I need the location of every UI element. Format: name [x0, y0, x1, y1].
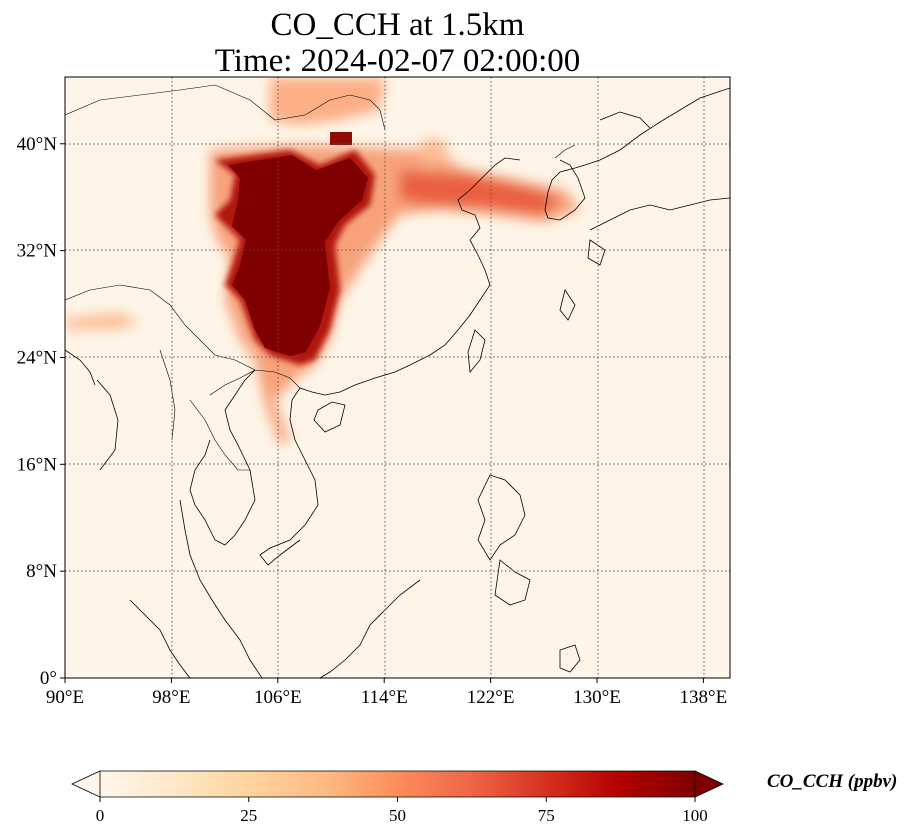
concentration-field	[65, 78, 580, 445]
x-tick-label: 106°E	[254, 687, 302, 708]
y-tick-label: 8°N	[26, 561, 57, 582]
x-tick-label: 130°E	[573, 687, 621, 708]
y-axis-ticks: 0° 8°N 16°N 24°N 32°N 40°N	[17, 134, 65, 689]
map-title-line1: CO_CCH at 1.5km	[270, 7, 525, 43]
y-tick-label: 24°N	[17, 347, 58, 368]
colorbar-tick-label: 0	[96, 806, 105, 825]
x-axis-ticks: 90°E 98°E 106°E 114°E 122°E 130°E 138°E	[46, 678, 727, 708]
colorbar-tick-label: 25	[240, 806, 257, 825]
colorbar-tick-label: 100	[682, 806, 708, 825]
y-tick-label: 40°N	[17, 134, 58, 155]
x-tick-label: 98°E	[152, 687, 190, 708]
y-tick-label: 0°	[40, 668, 57, 689]
map-title-line2: Time: 2024-02-07 02:00:00	[214, 43, 581, 79]
x-tick-label: 122°E	[467, 687, 515, 708]
colorbar-extend-min	[71, 770, 101, 798]
y-tick-label: 16°N	[17, 454, 58, 475]
colorbar-extend-max	[694, 770, 724, 798]
colorbar-tick-label: 75	[538, 806, 555, 825]
map-frame	[64, 76, 731, 679]
x-tick-label: 138°E	[680, 687, 728, 708]
y-tick-label: 32°N	[17, 241, 58, 262]
country-borders	[65, 84, 576, 471]
coastlines	[65, 87, 730, 678]
plot-area	[64, 76, 731, 679]
colorbar-label: CO_CCH (ppbv)	[767, 771, 898, 792]
graticule	[65, 77, 730, 678]
colorbar-gradient	[100, 771, 695, 797]
x-tick-label: 114°E	[361, 687, 408, 708]
colorbar-ticks: 0 25 50 75 100	[96, 797, 708, 825]
colorbar-tick-label: 50	[389, 806, 406, 825]
colorbar: 0 25 50 75 100	[71, 770, 724, 825]
x-tick-label: 90°E	[46, 687, 84, 708]
